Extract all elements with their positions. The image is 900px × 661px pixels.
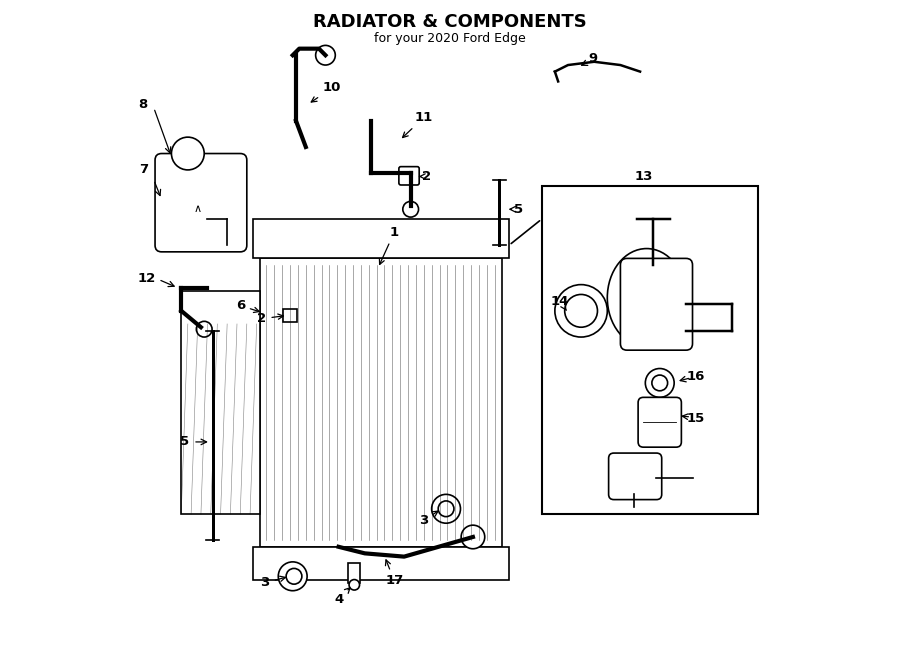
- FancyBboxPatch shape: [155, 153, 247, 252]
- Text: 15: 15: [687, 412, 705, 426]
- Text: 10: 10: [311, 81, 341, 102]
- Text: 2: 2: [257, 312, 284, 325]
- Circle shape: [278, 562, 307, 591]
- Text: 1: 1: [380, 225, 399, 264]
- Text: 11: 11: [402, 111, 433, 137]
- Bar: [254, 547, 509, 580]
- Text: ∧: ∧: [194, 204, 202, 214]
- Circle shape: [316, 46, 336, 65]
- Bar: [542, 186, 758, 514]
- Bar: [181, 292, 260, 514]
- Bar: [260, 258, 502, 547]
- FancyBboxPatch shape: [399, 167, 419, 185]
- Circle shape: [645, 369, 674, 397]
- Text: 8: 8: [139, 98, 148, 111]
- Text: 9: 9: [589, 52, 598, 65]
- Ellipse shape: [608, 249, 686, 347]
- Bar: [254, 219, 509, 258]
- FancyBboxPatch shape: [638, 397, 681, 447]
- Text: RADIATOR & COMPONENTS: RADIATOR & COMPONENTS: [313, 13, 587, 30]
- Circle shape: [461, 525, 485, 549]
- Circle shape: [349, 580, 359, 590]
- Text: 7: 7: [139, 163, 148, 176]
- Circle shape: [555, 285, 608, 337]
- Text: 3: 3: [419, 511, 438, 527]
- Circle shape: [171, 137, 204, 170]
- Circle shape: [564, 294, 598, 327]
- FancyBboxPatch shape: [608, 453, 662, 500]
- Circle shape: [196, 321, 212, 337]
- Text: 17: 17: [385, 560, 403, 588]
- Circle shape: [652, 375, 668, 391]
- Text: 14: 14: [551, 295, 570, 311]
- Circle shape: [403, 202, 418, 217]
- FancyBboxPatch shape: [620, 258, 692, 350]
- Text: 5: 5: [514, 203, 524, 215]
- Text: 4: 4: [334, 588, 350, 605]
- Circle shape: [438, 501, 454, 517]
- Text: 3: 3: [260, 576, 285, 590]
- Bar: [348, 563, 360, 583]
- Bar: [283, 309, 297, 322]
- Text: 12: 12: [138, 272, 157, 285]
- Text: 16: 16: [687, 370, 705, 383]
- Text: 2: 2: [419, 170, 432, 183]
- Text: 6: 6: [236, 299, 259, 313]
- Circle shape: [286, 568, 302, 584]
- Text: 13: 13: [634, 170, 652, 183]
- Text: for your 2020 Ford Edge: for your 2020 Ford Edge: [374, 32, 526, 45]
- Circle shape: [432, 494, 461, 524]
- Text: 5: 5: [180, 436, 189, 448]
